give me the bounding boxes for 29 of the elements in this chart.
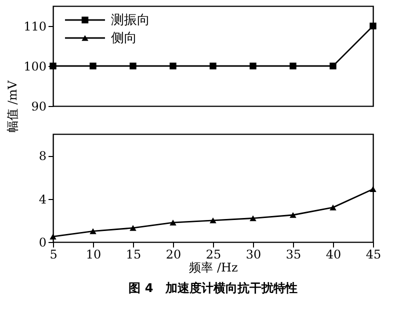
point	[250, 215, 256, 222]
y-tick-label: 4	[38, 192, 47, 206]
y-tick-label: 100	[24, 60, 46, 74]
x-tick-label: 10	[86, 248, 102, 262]
y-axis-title: 幅值 /mV	[6, 80, 20, 132]
x-tick-label: 35	[286, 248, 302, 262]
caption: 图 4 加速度计横向抗干扰特性	[128, 281, 298, 295]
point	[50, 234, 56, 240]
legend-label: 侧向	[111, 31, 137, 46]
legend-label: 测振向	[111, 13, 150, 28]
point	[170, 220, 176, 226]
x-tick-label: 40	[326, 248, 342, 262]
x-tick-label: 30	[246, 248, 262, 262]
x-tick-label: 20	[166, 248, 182, 262]
y-tick-label: 90	[31, 100, 46, 114]
point	[370, 186, 376, 192]
point	[210, 217, 216, 224]
x-axis-title: 频率 /Hz	[189, 260, 238, 274]
point	[290, 212, 296, 218]
point	[130, 225, 136, 231]
point	[330, 204, 336, 210]
point	[90, 228, 96, 234]
y-tick-label: 110	[24, 20, 46, 34]
y-tick-label: 0	[38, 236, 46, 250]
x-tick-label: 5	[50, 248, 58, 262]
y-tick-label: 8	[38, 149, 46, 164]
x-tick-label: 15	[126, 248, 142, 262]
x-tick-label: 25	[206, 248, 222, 262]
x-tick-label: 45	[366, 248, 382, 262]
